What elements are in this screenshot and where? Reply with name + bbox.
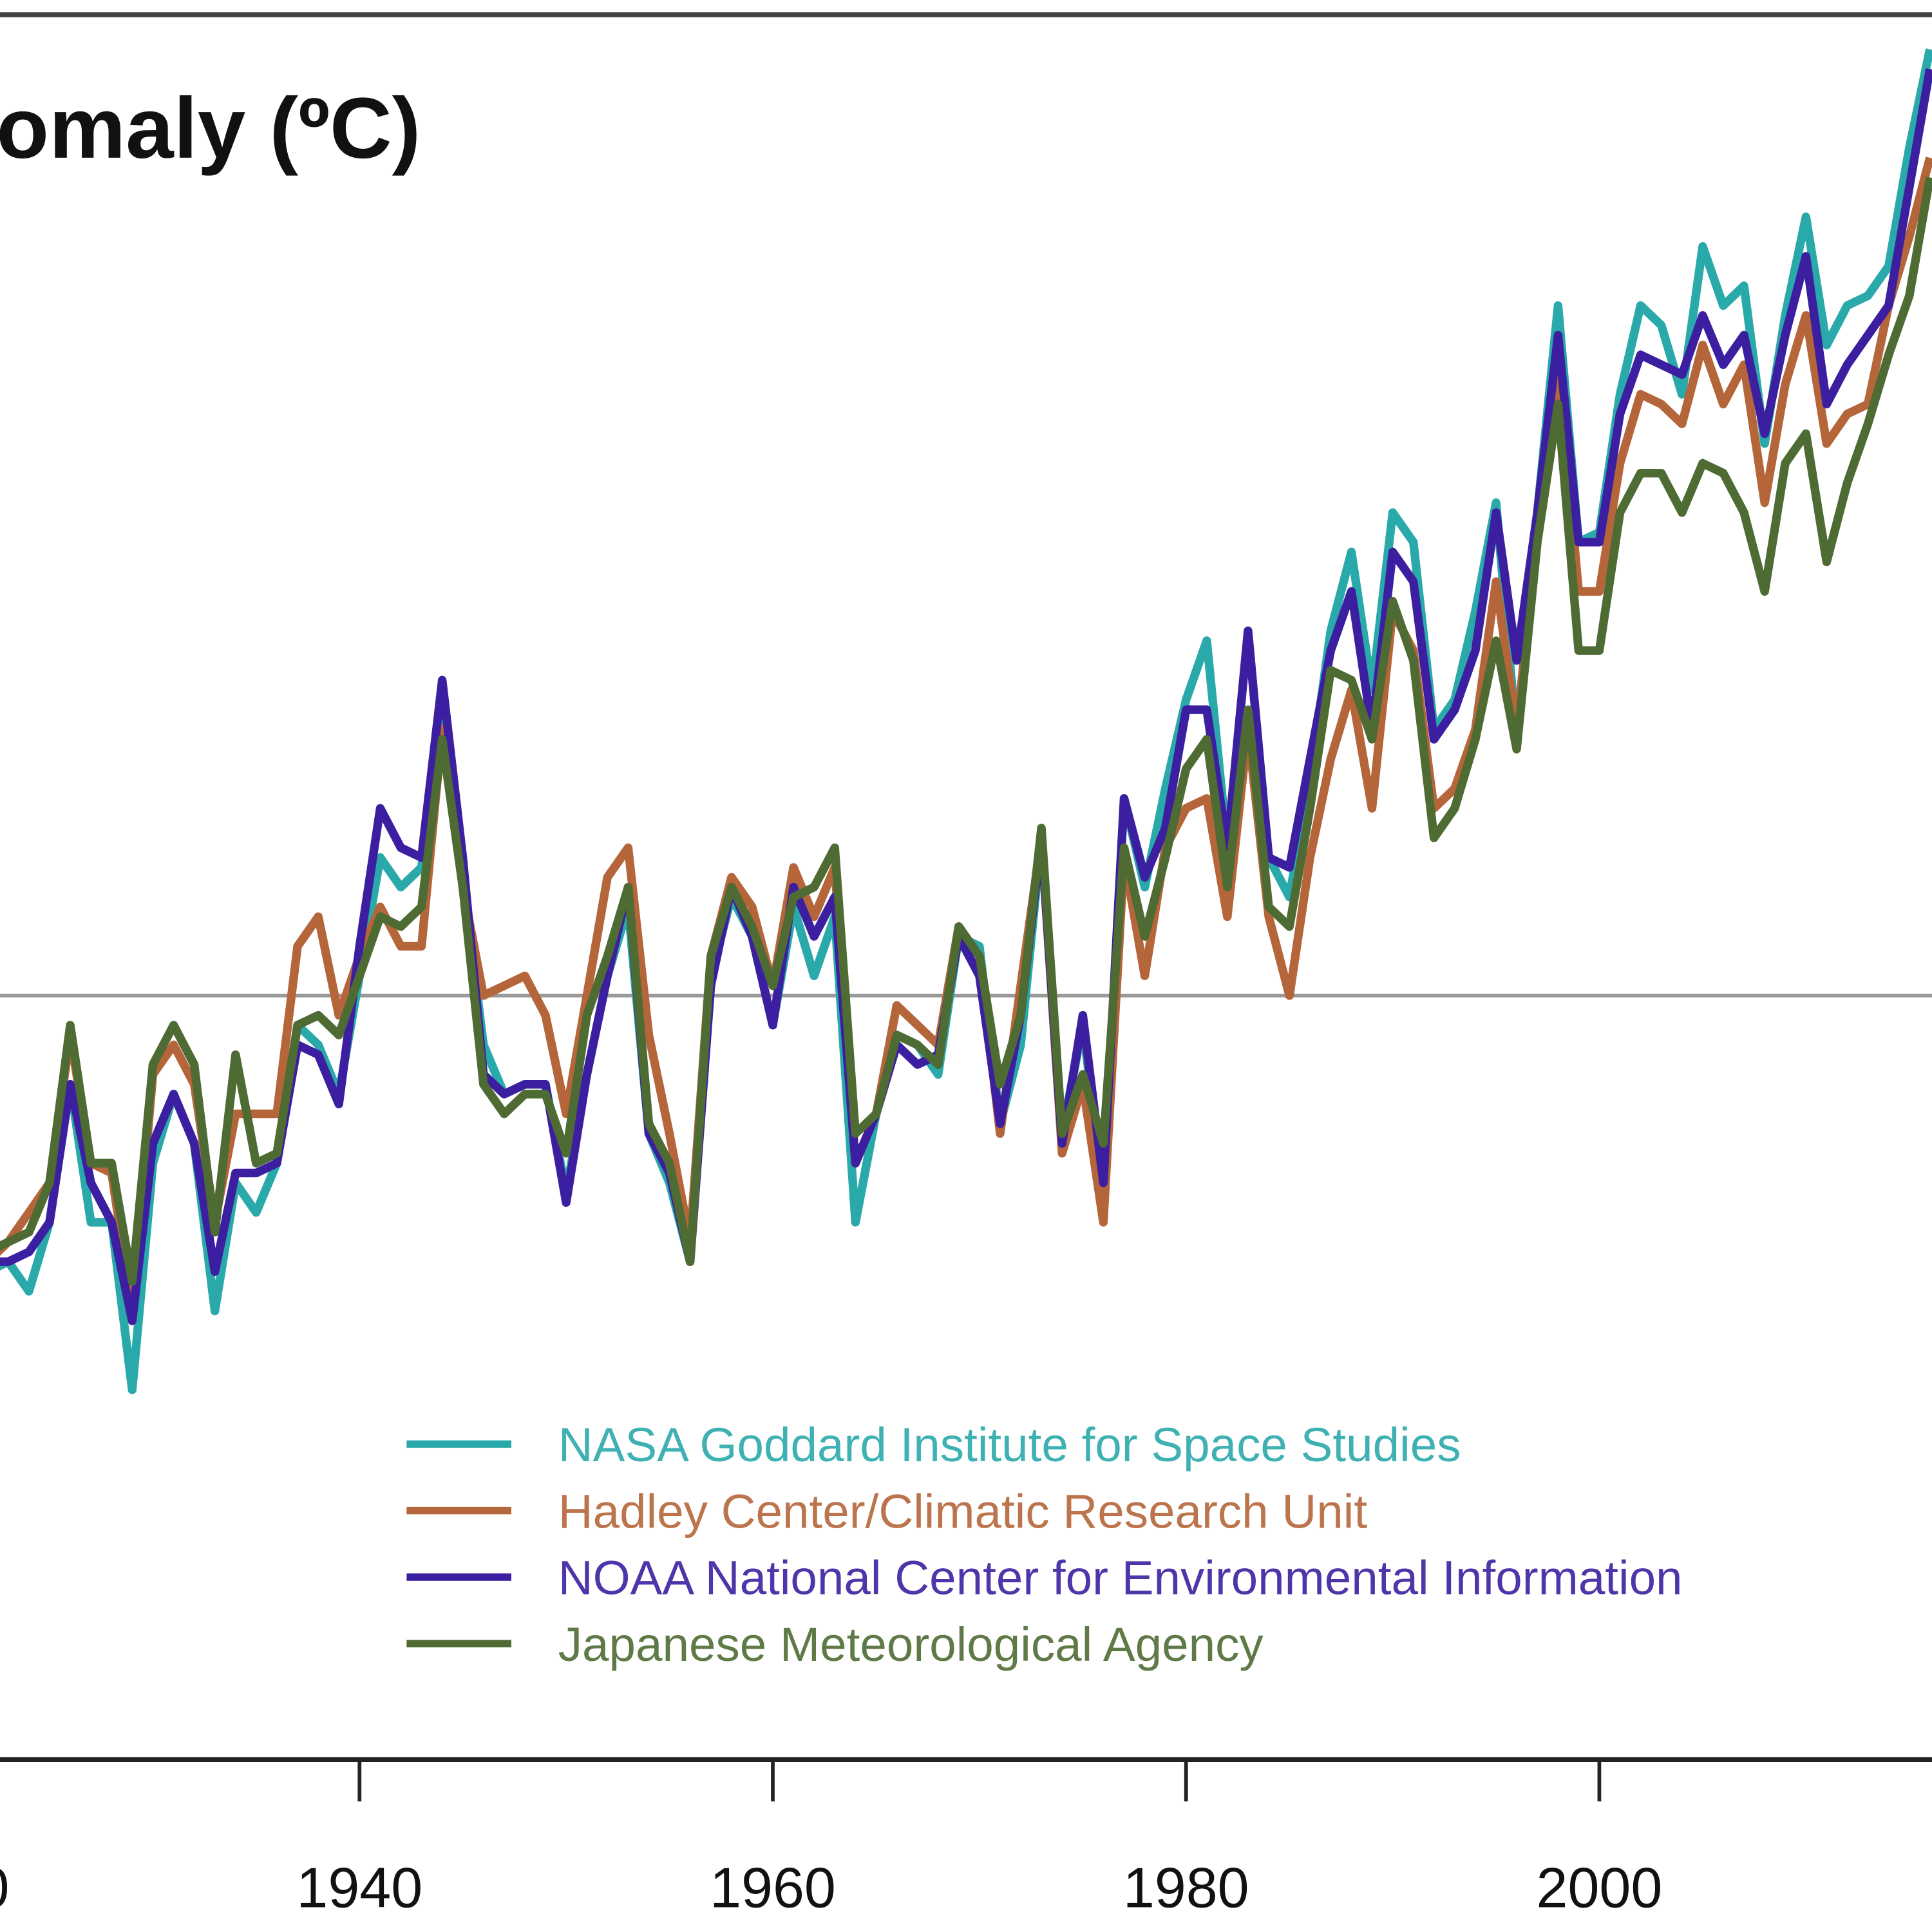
legend-label: NOAA National Center for Environmental I… (558, 1551, 1683, 1605)
x-tick-label: 1960 (710, 1856, 836, 1920)
legend: NASA Goddard Institute for Space Studies… (406, 1417, 1683, 1671)
x-axis-ticks: 1920 1940 1960 1980 2000 (0, 1759, 1662, 1920)
series-line-1 (0, 156, 1932, 1316)
series-line-2 (0, 68, 1932, 1325)
x-tick-label: 1940 (296, 1856, 422, 1920)
legend-label: Japanese Meteorological Agency (558, 1617, 1264, 1671)
series-lines (0, 48, 1932, 1394)
chart-title: omaly (ºC) (0, 80, 421, 176)
series-line-0 (0, 48, 1932, 1394)
series-line-3 (0, 176, 1932, 1286)
legend-label: NASA Goddard Institute for Space Studies (558, 1417, 1461, 1472)
x-tick-label: 1920 (0, 1856, 9, 1920)
x-tick-label: 1980 (1123, 1856, 1249, 1920)
legend-label: Hadley Center/Climatic Research Unit (558, 1484, 1368, 1538)
x-tick-label: 2000 (1537, 1856, 1663, 1920)
